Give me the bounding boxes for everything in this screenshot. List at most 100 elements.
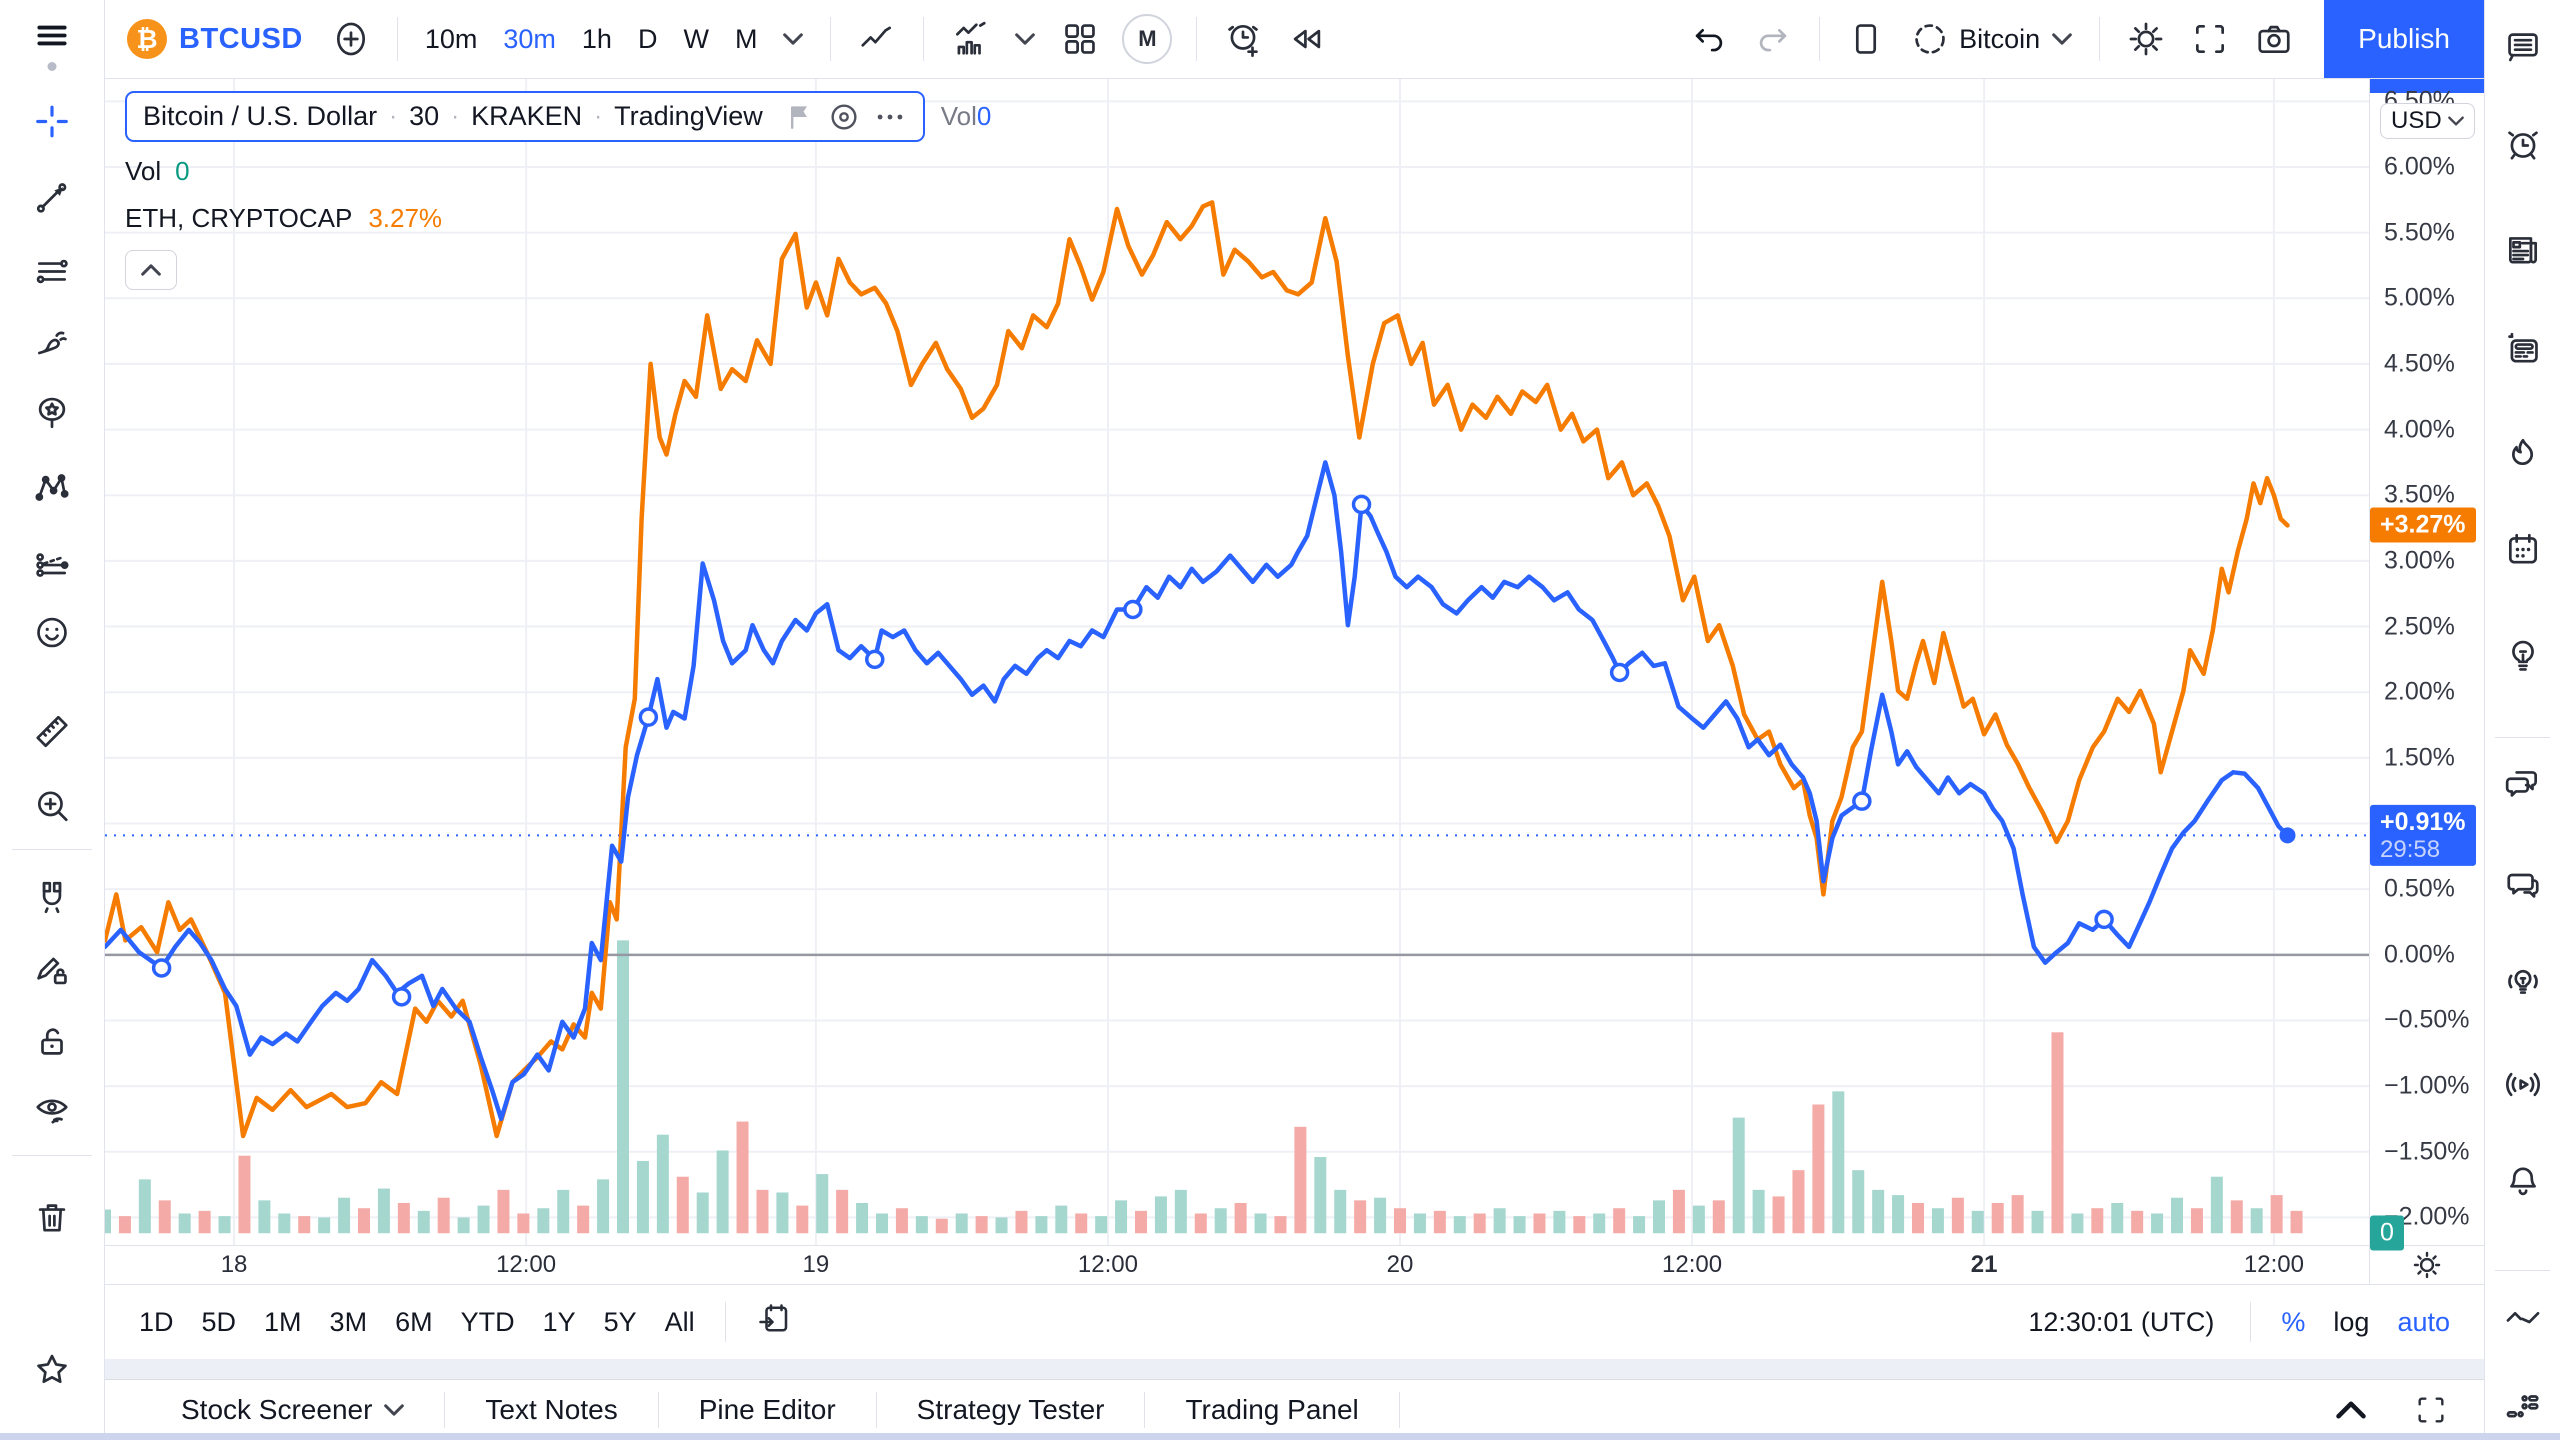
prediction-tool-button[interactable] bbox=[33, 545, 71, 588]
layout-name-button[interactable]: Bitcoin bbox=[1898, 11, 2085, 67]
auto-scale-button[interactable]: auto bbox=[2397, 1306, 2450, 1337]
lock-all-drawings-button[interactable] bbox=[33, 1023, 71, 1066]
watchlist-button[interactable] bbox=[2504, 28, 2542, 71]
symbol-search-button[interactable]: BTCUSD bbox=[179, 22, 303, 55]
chart-plot-area[interactable]: Bitcoin / U.S. Dollar · 30 · KRAKEN · Tr… bbox=[105, 79, 2369, 1245]
save-layout-rect-button[interactable] bbox=[1834, 11, 1898, 67]
camera-icon bbox=[2258, 25, 2290, 54]
undo-button[interactable] bbox=[1677, 11, 1741, 67]
brush-tool-button[interactable] bbox=[33, 325, 71, 368]
menu-indicator-dot bbox=[47, 62, 57, 71]
tab-stock-screener[interactable]: Stock Screener bbox=[141, 1392, 446, 1428]
redo-button[interactable] bbox=[1741, 11, 1805, 67]
public-chats-button[interactable] bbox=[2504, 765, 2542, 808]
interval-10m-button[interactable]: 10m bbox=[424, 23, 478, 54]
alert-button[interactable] bbox=[1211, 11, 1275, 67]
compare-add-symbol-button[interactable] bbox=[319, 11, 383, 67]
clock-utc[interactable]: 12:30:01 (UTC) bbox=[2028, 1306, 2215, 1337]
range-5y-button[interactable]: 5Y bbox=[603, 1306, 637, 1337]
range-1d-button[interactable]: 1D bbox=[139, 1306, 174, 1337]
tab-pine-editor[interactable]: Pine Editor bbox=[659, 1392, 877, 1428]
snapshot-button[interactable] bbox=[2242, 11, 2306, 67]
price-axis-label: 3.50% bbox=[2384, 480, 2455, 509]
streams-button[interactable] bbox=[2504, 1066, 2542, 1109]
ideas-stream-button[interactable] bbox=[2504, 963, 2542, 1006]
data-window-dots-button[interactable] bbox=[2504, 1391, 2542, 1434]
interval-1h-button[interactable]: 1h bbox=[581, 23, 612, 54]
flag-icon[interactable] bbox=[783, 101, 815, 133]
crosshair-tool-button[interactable] bbox=[33, 103, 71, 146]
symbol-legend-box[interactable]: Bitcoin / U.S. Dollar · 30 · KRAKEN · Tr… bbox=[125, 91, 925, 142]
interval-menu-button[interactable] bbox=[770, 11, 816, 67]
volume-legend-row[interactable]: Vol 0 bbox=[125, 156, 991, 187]
data-window-button[interactable] bbox=[2504, 330, 2542, 373]
indicators-button[interactable] bbox=[938, 11, 1002, 67]
ideas-button[interactable] bbox=[2504, 637, 2542, 680]
pattern-tool-button[interactable] bbox=[33, 469, 71, 512]
emoji-tool-button[interactable] bbox=[33, 614, 71, 657]
compare-legend-row[interactable]: ETH, CRYPTOCAP 3.27% bbox=[125, 203, 991, 234]
calendar-button[interactable] bbox=[2504, 531, 2542, 574]
magnet-mode-button[interactable] bbox=[33, 879, 71, 922]
interval-30m-button[interactable]: 30m bbox=[503, 23, 556, 54]
range-1m-button[interactable]: 1M bbox=[264, 1306, 302, 1337]
remove-drawings-button[interactable] bbox=[33, 1199, 71, 1242]
interval-m-button[interactable]: M bbox=[734, 23, 758, 54]
tab-label: Text Notes bbox=[485, 1394, 618, 1425]
range-6m-button[interactable]: 6M bbox=[395, 1306, 433, 1337]
percent-scale-button[interactable]: % bbox=[2281, 1306, 2306, 1337]
annotation-tool-button[interactable] bbox=[33, 394, 71, 437]
object-tree-button[interactable] bbox=[2504, 1298, 2542, 1341]
private-chat-button[interactable] bbox=[2504, 866, 2542, 909]
go-to-date-button[interactable] bbox=[742, 1293, 806, 1352]
range-3m-button[interactable]: 3M bbox=[329, 1306, 368, 1337]
hotlists-button[interactable] bbox=[2504, 436, 2542, 479]
sidebar-divider bbox=[2495, 737, 2550, 738]
price-axis[interactable]: USD +3.27% +0.91% 29:58 0 6.50% 6.00% 5.50… bbox=[2369, 79, 2484, 1251]
trend-line-tool-button[interactable] bbox=[33, 179, 71, 222]
layout-grid-button[interactable] bbox=[1048, 11, 1112, 67]
indicator-templates-button[interactable] bbox=[1002, 11, 1048, 67]
main-menu-button[interactable] bbox=[33, 17, 71, 60]
fullscreen-button[interactable] bbox=[2178, 11, 2242, 67]
drawing-mode-lock-button[interactable] bbox=[33, 951, 71, 994]
legend-collapse-button[interactable] bbox=[125, 250, 177, 290]
chart-settings-button[interactable] bbox=[2114, 11, 2178, 67]
tab-trading-panel[interactable]: Trading Panel bbox=[1145, 1392, 1400, 1428]
zoom-in-tool-button[interactable] bbox=[33, 787, 71, 830]
range-ytd-button[interactable]: YTD bbox=[460, 1306, 515, 1337]
interval-w-button[interactable]: W bbox=[683, 23, 709, 54]
user-avatar[interactable]: M bbox=[1122, 14, 1173, 64]
chart-style-button[interactable] bbox=[845, 11, 909, 67]
range-all-button[interactable]: All bbox=[664, 1306, 695, 1337]
time-axis-corner[interactable] bbox=[2369, 1246, 2484, 1284]
news-button[interactable] bbox=[2504, 231, 2542, 274]
log-scale-button[interactable]: log bbox=[2333, 1306, 2370, 1337]
more-options-icon[interactable] bbox=[873, 100, 907, 134]
zigzag-line-icon bbox=[2506, 1311, 2539, 1324]
range-5d-button[interactable]: 5D bbox=[201, 1306, 237, 1337]
sidebar-divider bbox=[2495, 1270, 2550, 1271]
tab-label: Pine Editor bbox=[698, 1394, 836, 1425]
panel-maximize-icon[interactable] bbox=[2414, 1393, 2448, 1427]
favorites-drawings-button[interactable] bbox=[33, 1351, 71, 1394]
panel-expand-chevron-icon[interactable] bbox=[2336, 1400, 2366, 1420]
compare-change-value: 3.27% bbox=[368, 203, 443, 233]
eth-price-badge: +3.27% bbox=[2370, 507, 2476, 543]
notifications-button[interactable] bbox=[2504, 1163, 2542, 1206]
bar-replay-button[interactable] bbox=[1275, 11, 1339, 67]
range-1y-button[interactable]: 1Y bbox=[542, 1306, 576, 1337]
publish-button[interactable]: Publish bbox=[2324, 0, 2484, 78]
currency-toggle-button[interactable]: USD bbox=[2380, 103, 2475, 139]
time-axis[interactable]: 18 12:00 19 12:00 20 12:00 21 12:00 bbox=[105, 1245, 2484, 1284]
interval-d-button[interactable]: D bbox=[637, 23, 658, 54]
smiley-icon bbox=[37, 617, 67, 648]
tab-text-notes[interactable]: Text Notes bbox=[445, 1392, 659, 1428]
tab-strategy-tester[interactable]: Strategy Tester bbox=[877, 1392, 1146, 1428]
hide-drawings-button[interactable] bbox=[33, 1091, 71, 1134]
measure-tool-button[interactable] bbox=[33, 713, 71, 756]
eye-visibility-icon[interactable] bbox=[827, 100, 861, 134]
gann-fib-tool-button[interactable] bbox=[33, 253, 71, 296]
alerts-button[interactable] bbox=[2504, 127, 2542, 170]
volume-inline-legend[interactable]: Vol0 bbox=[941, 101, 992, 132]
